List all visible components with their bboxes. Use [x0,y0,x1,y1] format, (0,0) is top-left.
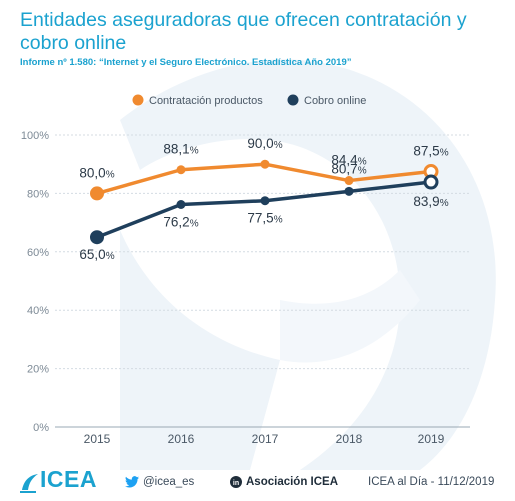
data-label: 80,7% [331,161,366,176]
svg-text:in: in [233,480,239,487]
data-label: 90,0% [247,136,282,151]
x-tick-label: 2016 [168,432,195,446]
y-tick-label: 0% [33,422,49,434]
line-chart: 0%20%40%60%80%100% 2015 2016 2017 2018 2019 … [21,94,470,446]
data-label: 80,0% [79,165,114,180]
chart-subtitle: Informe nº 1.580: “Internet y el Seguro … [20,57,352,68]
data-point [260,159,270,169]
data-point [90,230,104,245]
data-point [344,176,354,186]
logo-text: ICEA [40,466,97,492]
icea-logo-icon [20,474,38,493]
x-tick-label: 2017 [252,432,279,446]
footer-date: ICEA al Día - 11/12/2019 [368,476,495,488]
y-tick-label: 100% [21,130,49,142]
data-point [176,165,186,175]
data-point [423,174,439,190]
grid-lines [55,134,470,428]
series-line-1 [96,180,432,239]
x-axis: 2015 2016 2017 2018 2019 [84,432,445,446]
chart-title: Entidades aseguradoras que ofrecen contr… [20,9,467,54]
data-label: 76,2% [163,214,198,229]
data-labels: 80,0% 88,1% 90,0% 84,4% 87,5% 65,0% 76,2% 77,5%… [79,136,448,262]
data-label: 88,1% [163,142,198,157]
legend-label-1: Cobro online [304,95,366,107]
y-axis: 0% 20% 40% 60% 80% 100% [21,130,49,434]
y-tick-label: 80% [27,188,49,200]
x-tick-label: 2015 [84,432,111,446]
data-label: 65,0% [79,247,114,262]
data-point [176,199,186,209]
data-point [344,186,354,196]
legend: Contratación productos Cobro online [132,94,366,107]
y-tick-label: 60% [27,247,49,259]
y-tick-label: 40% [27,305,49,317]
x-tick-label: 2019 [418,432,445,446]
series-lines [90,159,439,245]
linkedin-label: Asociación ICEA [246,476,339,489]
y-tick-label: 20% [27,364,49,376]
linkedin-icon: in [230,476,242,488]
data-point [90,186,104,201]
twitter-label: @icea_es [143,476,195,489]
legend-label-0: Contratación productos [149,95,263,107]
data-label: 84,4% [331,153,366,168]
twitter-bird-icon [125,476,139,488]
x-tick-label: 2018 [336,432,363,446]
linkedin-link[interactable]: in Asociación ICEA [230,476,338,488]
legend-marker-0 [132,94,144,106]
data-point [260,196,270,206]
data-label: 83,9% [413,194,448,209]
twitter-handle[interactable]: @icea_es [125,476,194,488]
data-label: 87,5% [413,144,448,159]
data-label: 77,5% [247,211,282,226]
legend-marker-1 [287,94,299,106]
